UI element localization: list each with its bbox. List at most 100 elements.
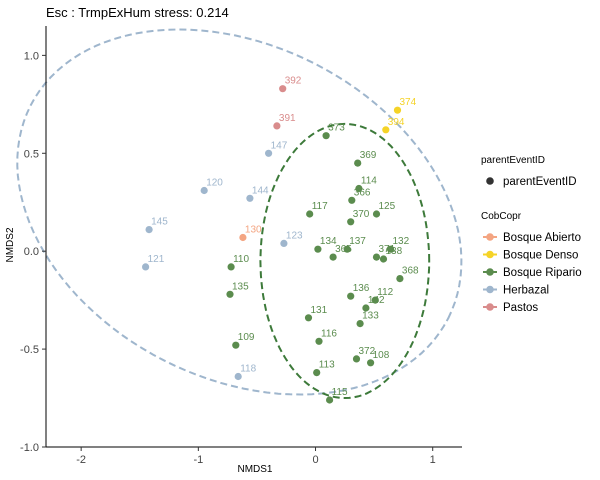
point-herbazal-123: [280, 239, 288, 247]
point-bosque-ripario-131: [304, 314, 313, 322]
point-herbazal-121: [142, 263, 150, 271]
point-label-116: 116: [321, 328, 337, 339]
point-label-109: 109: [238, 332, 255, 343]
point-bosque-ripario-373: [322, 132, 330, 140]
y-tick-label: -0.5: [20, 344, 39, 356]
point-herbazal-145: [145, 226, 153, 234]
point-bosque-ripario-116: [315, 337, 323, 345]
legend-shape-label: parentEventID: [503, 176, 577, 188]
point-label-131: 131: [311, 305, 328, 316]
point-label-142: 142: [368, 295, 385, 306]
point-label-115: 115: [332, 387, 348, 398]
point-label-114: 114: [361, 176, 377, 187]
y-tick-label: 1.0: [24, 50, 39, 62]
point-bosque-ripario-113: [313, 369, 321, 377]
y-tick-label: 0.0: [24, 246, 39, 258]
point-label-117: 117: [312, 201, 328, 212]
point-label-108: 108: [373, 350, 390, 361]
point-label-133: 133: [362, 311, 379, 322]
point-label-125: 125: [379, 201, 396, 212]
point-bosque-ripario-368: [396, 275, 404, 283]
ellipse-herbazal: [16, 28, 463, 396]
point-bosque-ripario-137: [343, 245, 351, 253]
legend-color-key: [486, 303, 494, 311]
point-bosque-ripario-365: [329, 253, 337, 261]
point-bosque-denso-394: [382, 126, 390, 134]
axes-layer: -2 -1 0 1 -1.0 -0.5 0.0 0.5 1.0: [20, 26, 462, 466]
legend-color-label: Bosque Denso: [503, 250, 578, 262]
point-label-110: 110: [233, 254, 249, 265]
point-bosque-abierto-130: [239, 233, 247, 242]
point-label-365: 365: [335, 244, 352, 255]
ellipse-bosque-ripario: [259, 122, 431, 400]
legend-color-label: Bosque Ripario: [503, 267, 582, 279]
legend-color-key: [486, 268, 494, 276]
point-bosque-ripario-134: [314, 245, 322, 253]
point-label-134: 134: [320, 236, 337, 247]
point-label-369: 369: [360, 150, 377, 161]
point-label-123: 123: [286, 230, 303, 241]
point-label-373: 373: [328, 123, 345, 134]
x-tick-label: 0: [312, 454, 318, 466]
legend-color-label: Herbazal: [503, 285, 549, 297]
x-tick-label: -1: [193, 454, 203, 466]
point-pastos-392: [279, 85, 287, 93]
point-bosque-ripario-114: [355, 184, 363, 193]
y-tick-label: -1.0: [20, 442, 39, 454]
point-label-145: 145: [151, 217, 168, 228]
point-label-371: 371: [379, 244, 396, 255]
point-bosque-ripario-112: [371, 296, 379, 304]
point-label-136: 136: [353, 283, 370, 294]
point-label-391: 391: [279, 113, 296, 124]
point-bosque-ripario-371: [372, 253, 381, 261]
point-bosque-ripario-115: [326, 396, 334, 404]
legend-shape-title: parentEventID: [481, 155, 545, 166]
point-label-137: 137: [349, 236, 366, 247]
legend: parentEventID parentEventID CobCopr Bosque …: [481, 155, 582, 314]
legend-shape-key: [486, 177, 494, 185]
point-bosque-ripario-108: [367, 359, 375, 367]
point-label-132: 132: [393, 236, 410, 247]
point-label-372: 372: [359, 346, 376, 357]
point-label-374: 374: [400, 97, 417, 108]
point-bosque-ripario-133: [356, 320, 364, 328]
x-axis-title: NMDS1: [237, 464, 272, 475]
point-bosque-ripario-117: [306, 210, 314, 218]
point-label-130: 130: [245, 225, 262, 236]
point-label-366: 366: [354, 187, 371, 198]
point-label-138: 138: [386, 246, 403, 257]
point-label-135: 135: [232, 281, 249, 292]
point-bosque-ripario-110: [227, 263, 235, 271]
point-label-370: 370: [353, 209, 370, 220]
legend-color-key: [486, 250, 494, 259]
point-label-147: 147: [271, 140, 288, 151]
point-bosque-ripario-138: [379, 255, 388, 263]
point-bosque-ripario-132: [386, 245, 395, 253]
point-bosque-ripario-142: [362, 304, 370, 312]
point-label-112: 112: [377, 287, 393, 298]
point-label-121: 121: [148, 254, 165, 265]
point-label-394: 394: [388, 117, 405, 128]
point-bosque-ripario-372: [352, 355, 361, 363]
point-label-144: 144: [252, 185, 269, 196]
point-herbazal-144: [246, 194, 254, 202]
point-herbazal-120: [200, 186, 208, 195]
chart-title: Esc : TrmpExHum stress: 0.214: [46, 5, 229, 20]
legend-color-label: Pastos: [503, 302, 538, 314]
point-herbazal-147: [265, 149, 273, 157]
point-bosque-ripario-366: [348, 196, 356, 204]
point-label-120: 120: [206, 178, 223, 189]
ellipses-layer: [16, 28, 463, 400]
y-axis-title: NMDS2: [5, 227, 16, 262]
legend-color-label: Bosque Abierto: [503, 232, 581, 244]
point-bosque-ripario-369: [354, 159, 362, 167]
point-bosque-ripario-135: [226, 290, 234, 298]
point-bosque-ripario-136: [347, 292, 355, 300]
point-label-392: 392: [285, 76, 302, 87]
point-bosque-ripario-370: [347, 218, 355, 226]
x-tick-label: 1: [430, 454, 436, 466]
point-label-113: 113: [319, 360, 335, 371]
point-herbazal-118: [234, 372, 242, 381]
